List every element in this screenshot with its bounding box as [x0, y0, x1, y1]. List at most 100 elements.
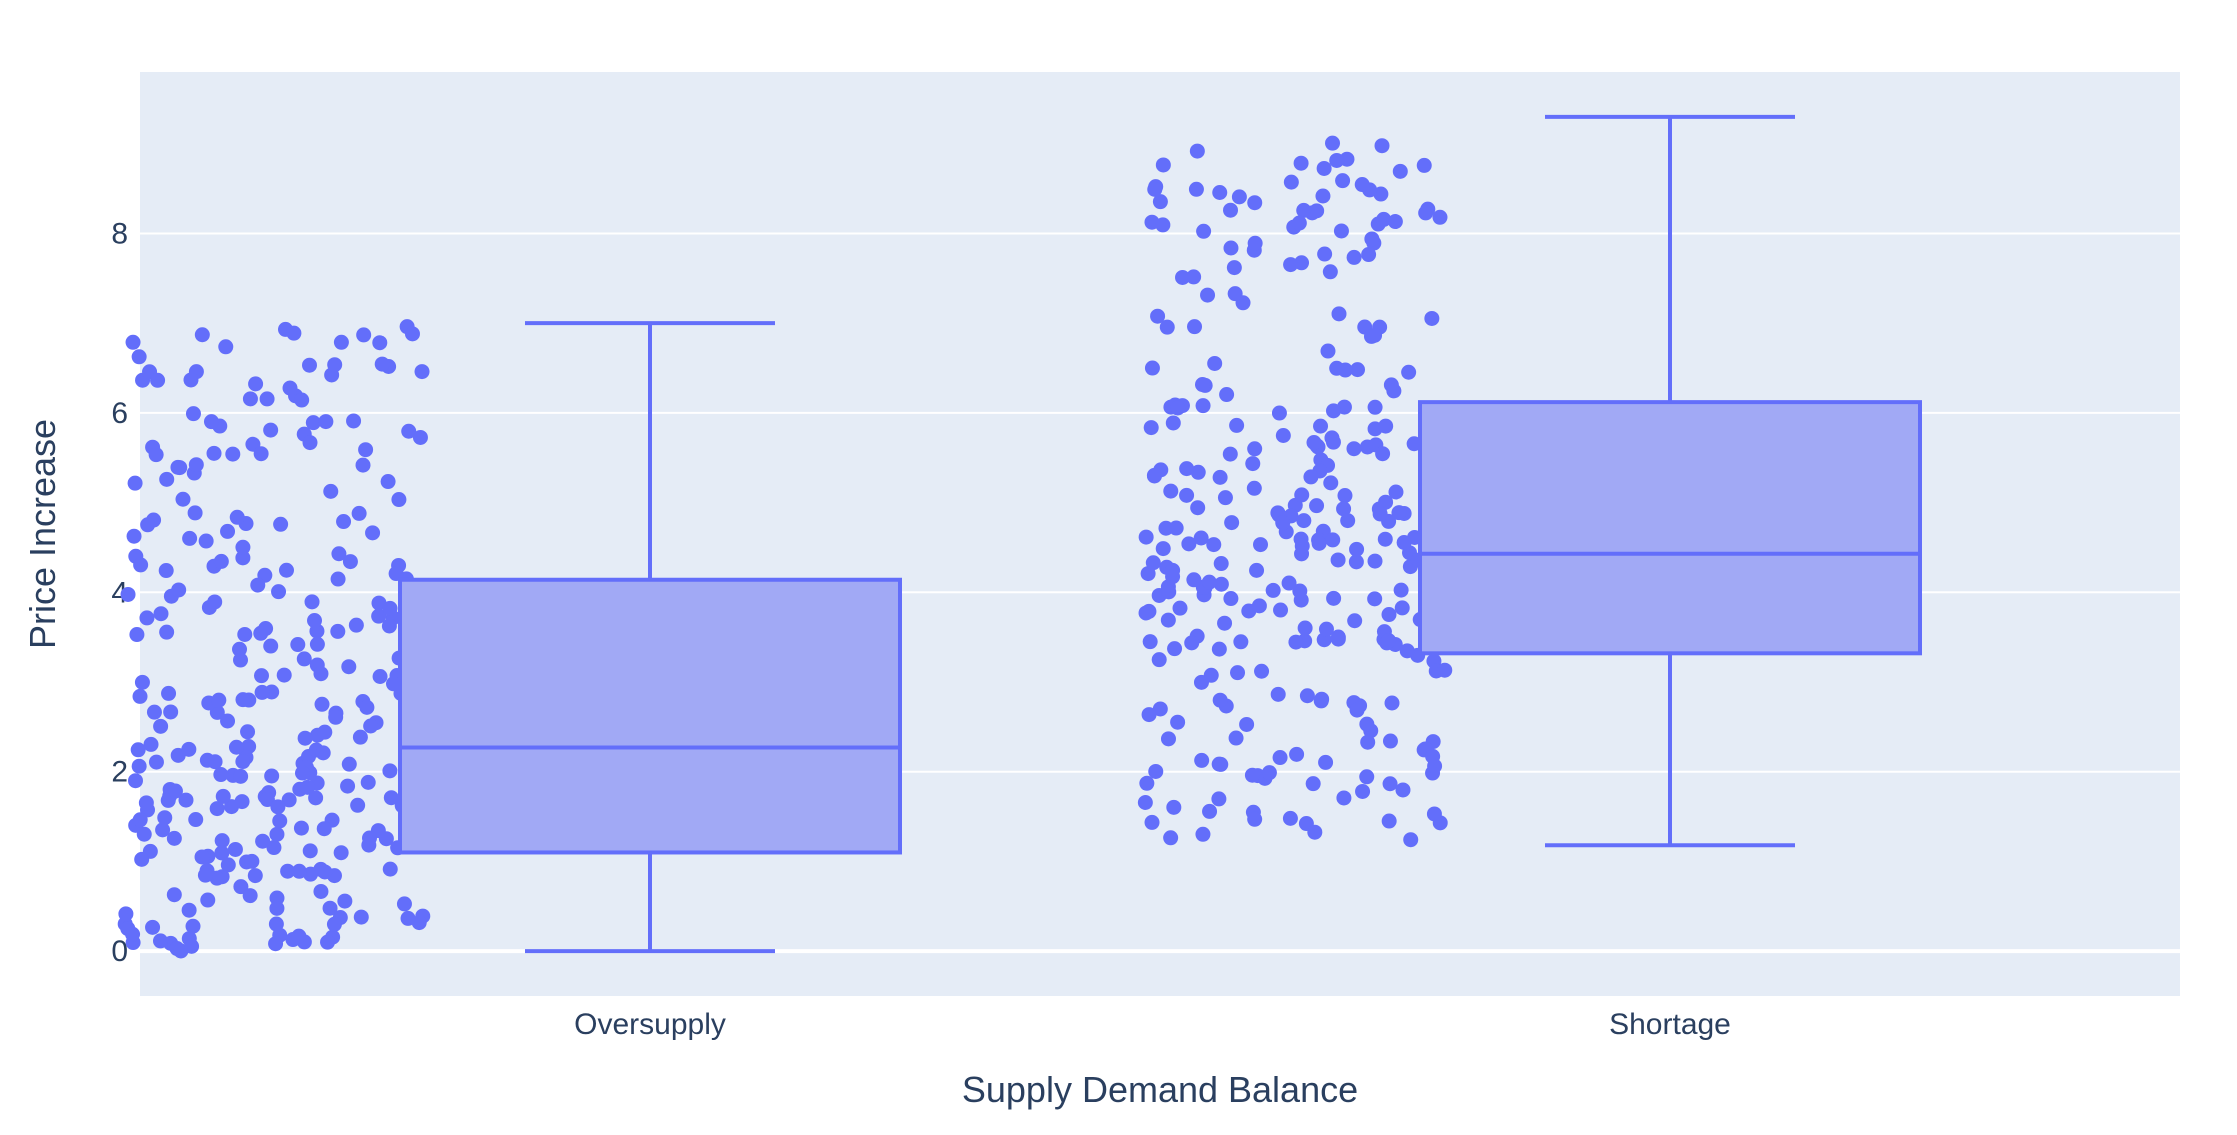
- data-point: [1155, 217, 1171, 233]
- data-point: [1143, 420, 1159, 436]
- data-point: [1394, 600, 1410, 616]
- data-point: [322, 900, 338, 916]
- data-point: [297, 730, 313, 746]
- data-point: [342, 554, 358, 570]
- data-point: [1317, 246, 1333, 262]
- data-point: [220, 857, 236, 873]
- data-point: [1395, 782, 1411, 798]
- data-point: [1330, 552, 1346, 568]
- data-point: [1354, 177, 1370, 193]
- data-point: [1367, 553, 1383, 569]
- data-point: [1155, 541, 1171, 557]
- data-point: [1186, 572, 1202, 588]
- data-point: [126, 528, 142, 544]
- data-point: [320, 934, 336, 950]
- data-point: [1381, 633, 1397, 649]
- data-point: [1188, 181, 1204, 197]
- data-point: [1432, 209, 1448, 225]
- data-point: [1283, 257, 1299, 273]
- data-point: [1179, 487, 1195, 503]
- data-point: [396, 896, 412, 912]
- data-point: [327, 357, 343, 373]
- data-point: [1378, 494, 1394, 510]
- data-point: [1144, 360, 1160, 376]
- data-point: [1223, 240, 1239, 256]
- data-point: [372, 335, 388, 351]
- data-point: [1186, 269, 1202, 285]
- data-point: [299, 779, 315, 795]
- data-point: [1305, 776, 1321, 792]
- data-point: [1320, 343, 1336, 359]
- data-point: [258, 621, 274, 637]
- y-tick-label-8: 8: [111, 217, 128, 250]
- data-point: [1163, 483, 1179, 499]
- data-point: [271, 584, 287, 600]
- data-point: [1372, 506, 1388, 522]
- data-point: [145, 919, 161, 935]
- data-point: [181, 741, 197, 757]
- data-point: [355, 457, 371, 473]
- data-point: [359, 699, 375, 715]
- data-point: [1161, 584, 1177, 600]
- data-point: [337, 893, 353, 909]
- data-point: [188, 457, 204, 473]
- data-point: [237, 626, 253, 642]
- data-point: [350, 797, 366, 813]
- data-point: [1213, 576, 1229, 592]
- data-point: [155, 822, 171, 838]
- data-point: [161, 685, 177, 701]
- data-point: [1200, 287, 1216, 303]
- data-point: [1213, 756, 1229, 772]
- data-point: [341, 756, 357, 772]
- data-point: [1311, 535, 1327, 551]
- data-point: [1355, 783, 1371, 799]
- data-point: [1289, 746, 1305, 762]
- data-point: [255, 833, 271, 849]
- data-point: [247, 868, 263, 884]
- data-point: [152, 933, 168, 949]
- data-point: [340, 778, 356, 794]
- data-point: [1152, 701, 1168, 717]
- data-point: [1325, 135, 1341, 151]
- data-point: [361, 830, 377, 846]
- data-point: [383, 790, 399, 806]
- data-point: [233, 879, 249, 895]
- box-iqr: [1418, 400, 1922, 656]
- data-point: [266, 840, 282, 856]
- data-point: [197, 867, 213, 883]
- data-point: [317, 864, 333, 880]
- data-point: [188, 812, 204, 828]
- data-point: [1346, 249, 1362, 265]
- data-point: [127, 475, 143, 491]
- data-point: [159, 624, 175, 640]
- data-point: [1313, 418, 1329, 434]
- data-point: [1367, 399, 1383, 415]
- data-point: [1303, 469, 1319, 485]
- data-point: [1323, 475, 1339, 491]
- data-point: [213, 767, 229, 783]
- data-point: [1293, 155, 1309, 171]
- data-point: [1159, 319, 1175, 335]
- data-point: [1314, 691, 1330, 707]
- data-point: [1281, 575, 1297, 591]
- data-point: [1337, 362, 1353, 378]
- data-point: [181, 902, 197, 918]
- data-point: [273, 516, 289, 532]
- data-point: [363, 718, 379, 734]
- data-point: [1175, 269, 1191, 285]
- data-point: [1172, 600, 1188, 616]
- data-point: [1189, 143, 1205, 159]
- data-point: [313, 666, 329, 682]
- data-point: [185, 918, 201, 934]
- data-point: [1387, 214, 1403, 230]
- data-point: [1330, 631, 1346, 647]
- data-point: [1211, 641, 1227, 657]
- data-point: [1213, 556, 1229, 572]
- data-point: [371, 608, 387, 624]
- data-point: [382, 861, 398, 877]
- data-point: [1329, 152, 1345, 168]
- data-point: [1294, 487, 1310, 503]
- data-point: [1283, 174, 1299, 190]
- data-point: [1399, 643, 1415, 659]
- data-point: [1142, 634, 1158, 650]
